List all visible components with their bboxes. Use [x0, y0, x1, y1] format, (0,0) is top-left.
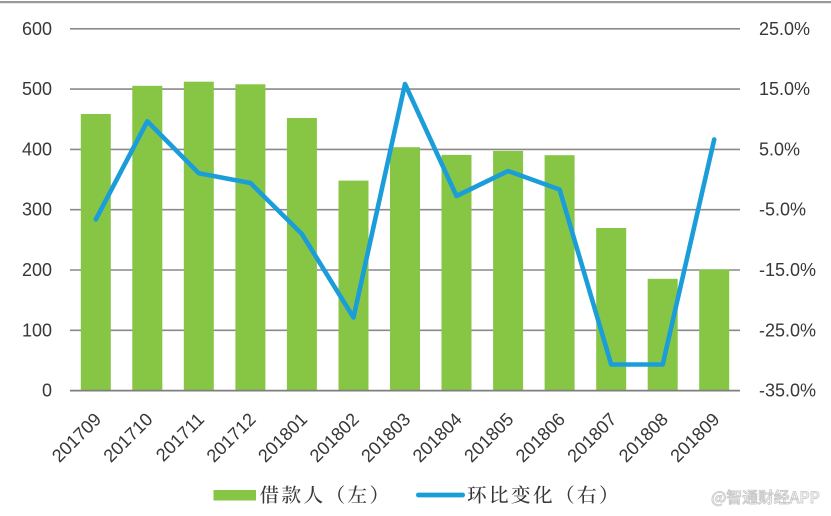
svg-text:-5.0%: -5.0%: [759, 200, 806, 220]
svg-text:300: 300: [22, 200, 52, 220]
svg-text:-15.0%: -15.0%: [759, 260, 816, 280]
svg-text:0: 0: [42, 381, 52, 401]
svg-text:-35.0%: -35.0%: [759, 381, 816, 401]
svg-text:500: 500: [22, 79, 52, 99]
svg-text:-25.0%: -25.0%: [759, 320, 816, 340]
svg-text:5.0%: 5.0%: [759, 139, 800, 159]
svg-text:15.0%: 15.0%: [759, 79, 810, 99]
svg-text:100: 100: [22, 320, 52, 340]
svg-text:400: 400: [22, 139, 52, 159]
svg-text:600: 600: [22, 19, 52, 39]
svg-text:25.0%: 25.0%: [759, 19, 810, 39]
svg-text:200: 200: [22, 260, 52, 280]
